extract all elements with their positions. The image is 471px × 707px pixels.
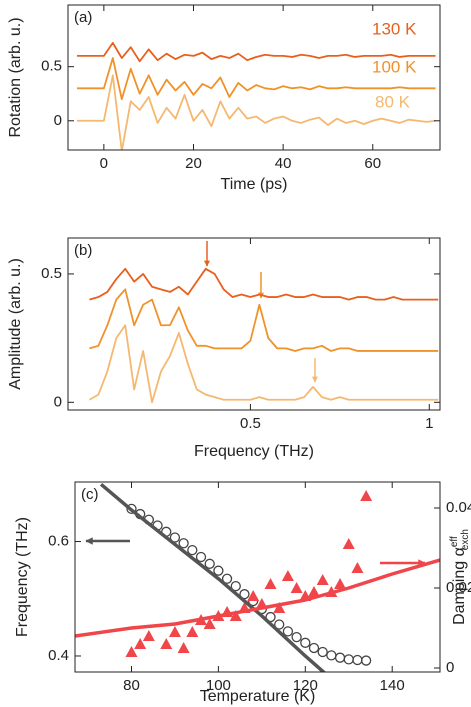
series-line: [75, 558, 440, 638]
y-tick-label: 0.6: [48, 532, 69, 549]
axes-frame: [74, 481, 441, 673]
triangle-point: [342, 538, 355, 549]
y2-label-sup: eff: [449, 536, 460, 547]
circle-point: [239, 589, 250, 600]
y-axis-label: Rotation (arb. u.): [7, 17, 24, 137]
x-axis-label: Frequency (THz): [194, 443, 314, 460]
circle-point: [169, 532, 181, 543]
triangle-point: [134, 638, 147, 649]
y2-tick-label: 0: [446, 659, 454, 676]
series-label: 130 K: [372, 19, 417, 38]
axes-frame: [67, 4, 441, 151]
series-line: [76, 74, 436, 150]
triangle-point: [142, 630, 155, 641]
circle-point: [195, 551, 207, 563]
triangle-point: [290, 582, 303, 593]
axes-frame: [67, 237, 441, 411]
y-axis-label: Amplitude (arb. u.): [7, 258, 24, 390]
circle-point: [126, 503, 137, 515]
series-line: [89, 267, 439, 301]
circle-point: [178, 538, 189, 549]
triangle-point: [316, 574, 329, 585]
triangle-point: [177, 642, 190, 653]
x-tick-label: 1: [425, 415, 433, 432]
panel-label: (c): [81, 486, 99, 503]
series-label: 100 K: [372, 57, 417, 76]
x-tick-label: 80: [123, 677, 140, 694]
triangle-point: [273, 602, 286, 613]
triangle-point: [160, 638, 173, 649]
circle-point: [317, 646, 328, 658]
circle-point: [187, 544, 198, 556]
y-tick-label: 0.5: [41, 58, 62, 75]
y2-tick-label: 0.02: [446, 579, 471, 596]
triangle-point: [307, 586, 320, 597]
panel-label: (a): [74, 9, 92, 26]
circle-point: [300, 637, 311, 648]
triangle-point: [125, 646, 138, 657]
series-label: 80 K: [375, 92, 411, 111]
y-tick-label: 0: [54, 112, 62, 129]
x-tick-label: 0: [100, 155, 108, 172]
circle-point: [221, 573, 233, 584]
triangle-point: [229, 610, 242, 621]
circle-point: [334, 652, 346, 663]
x-tick-label: 100: [206, 677, 231, 694]
y-tick-label: 0.5: [41, 265, 62, 282]
x-axis-label: Time (ps): [221, 176, 288, 193]
triangle-point: [247, 590, 260, 601]
x-tick-label: 140: [380, 677, 405, 694]
circle-point: [230, 581, 241, 592]
circle-point: [213, 565, 224, 576]
x-tick-label: 60: [364, 155, 381, 172]
y2-label-main: Damping α: [451, 547, 468, 625]
plot-area: [75, 482, 440, 672]
x-tick-label: 120: [293, 677, 318, 694]
x-tick-label: 40: [275, 155, 292, 172]
circle-point: [282, 626, 294, 637]
triangle-point: [203, 618, 216, 629]
plot-area: [89, 267, 439, 404]
series-line: [89, 288, 439, 352]
circle-point: [274, 619, 285, 630]
series-line: [99, 482, 327, 672]
x-tick-label: 0.5: [240, 415, 261, 432]
y-tick-label: 0.4: [48, 647, 69, 664]
triangle-point: [281, 570, 294, 581]
series-line: [89, 324, 439, 404]
y-tick-label: 0: [54, 393, 62, 410]
y2-label-sub: exch: [460, 529, 471, 550]
triangle-point: [360, 490, 373, 501]
triangle-point: [351, 562, 364, 573]
y2-axis-label: Damping αeffexch: [449, 529, 471, 625]
y2-tick-label: 0.04: [446, 499, 471, 516]
triangle-point: [186, 626, 199, 637]
plot-area: [76, 41, 436, 150]
panel-label: (b): [74, 242, 92, 259]
series-line: [76, 41, 436, 63]
circle-point: [343, 654, 354, 665]
annotation-arrows: [85, 241, 426, 567]
circle-point: [360, 655, 372, 666]
y-axis-label: Frequency (THz): [14, 517, 31, 637]
circle-point: [291, 631, 302, 643]
circle-point: [326, 650, 337, 661]
series-line: [76, 57, 436, 101]
x-tick-label: 20: [185, 155, 202, 172]
triangle-point: [334, 578, 347, 589]
triangle-point: [264, 578, 277, 589]
triangle-point: [168, 626, 181, 637]
circle-point: [204, 558, 215, 569]
circle-point: [308, 642, 320, 654]
circle-point: [352, 654, 363, 666]
x-axis-label: Temperature (K): [200, 688, 316, 705]
